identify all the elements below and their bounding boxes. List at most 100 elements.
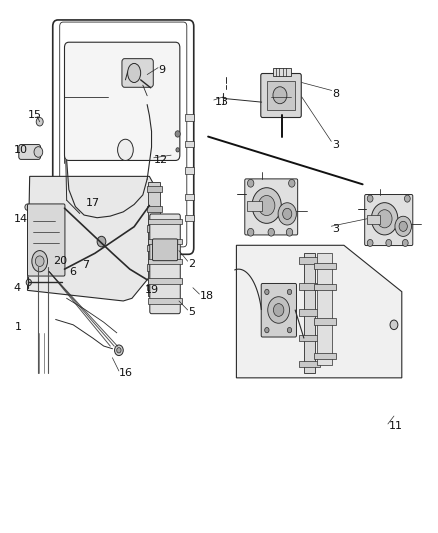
Ellipse shape <box>273 304 284 317</box>
Ellipse shape <box>25 204 30 211</box>
Ellipse shape <box>258 196 275 215</box>
Polygon shape <box>28 176 158 301</box>
Ellipse shape <box>367 239 373 246</box>
Ellipse shape <box>247 228 254 236</box>
Ellipse shape <box>283 208 292 220</box>
Ellipse shape <box>115 345 123 356</box>
FancyBboxPatch shape <box>261 284 297 337</box>
Bar <box>147 206 162 212</box>
Bar <box>148 278 182 284</box>
Ellipse shape <box>278 203 297 225</box>
Ellipse shape <box>403 239 408 246</box>
FancyBboxPatch shape <box>64 42 180 160</box>
Ellipse shape <box>176 148 180 152</box>
Ellipse shape <box>26 279 32 286</box>
Bar <box>299 309 320 316</box>
Text: 10: 10 <box>14 145 28 155</box>
Ellipse shape <box>35 256 44 266</box>
Bar <box>148 298 182 304</box>
Text: 3: 3 <box>332 140 339 150</box>
Bar <box>185 141 194 147</box>
Bar <box>273 68 291 76</box>
FancyBboxPatch shape <box>245 179 298 235</box>
Bar <box>299 361 320 367</box>
Text: 6: 6 <box>69 267 76 277</box>
Ellipse shape <box>289 180 295 187</box>
Text: 17: 17 <box>86 198 100 208</box>
Bar <box>185 167 194 174</box>
Polygon shape <box>237 245 402 378</box>
Text: 19: 19 <box>145 285 159 295</box>
Bar <box>314 318 336 325</box>
Ellipse shape <box>377 209 392 228</box>
Text: 16: 16 <box>119 368 133 377</box>
Bar <box>367 215 381 224</box>
Bar <box>299 284 320 290</box>
Bar <box>147 264 162 271</box>
Bar <box>304 253 315 373</box>
Ellipse shape <box>127 63 141 83</box>
Bar <box>314 353 336 359</box>
Ellipse shape <box>404 195 410 202</box>
Bar <box>148 182 160 296</box>
Text: 15: 15 <box>28 110 42 120</box>
Ellipse shape <box>117 348 121 353</box>
Bar <box>247 201 262 211</box>
Ellipse shape <box>36 117 43 126</box>
Ellipse shape <box>399 221 407 231</box>
Ellipse shape <box>287 327 292 333</box>
Ellipse shape <box>252 188 281 223</box>
FancyBboxPatch shape <box>150 214 180 314</box>
Bar <box>267 81 295 110</box>
Text: 8: 8 <box>332 88 339 99</box>
Text: 13: 13 <box>215 97 229 107</box>
Text: 2: 2 <box>188 259 196 269</box>
Ellipse shape <box>273 87 287 104</box>
Text: 7: 7 <box>82 260 89 270</box>
Ellipse shape <box>287 289 292 295</box>
Ellipse shape <box>34 147 43 157</box>
Bar <box>147 245 162 251</box>
FancyBboxPatch shape <box>19 144 41 159</box>
Bar <box>147 284 162 290</box>
Ellipse shape <box>97 236 106 247</box>
Ellipse shape <box>268 297 290 323</box>
FancyBboxPatch shape <box>152 239 178 261</box>
Ellipse shape <box>265 327 269 333</box>
FancyBboxPatch shape <box>261 74 301 117</box>
Bar <box>185 194 194 200</box>
Text: 3: 3 <box>332 224 339 235</box>
Ellipse shape <box>371 203 398 235</box>
Ellipse shape <box>247 180 254 187</box>
Text: 5: 5 <box>188 306 195 317</box>
Ellipse shape <box>286 228 293 236</box>
Ellipse shape <box>390 320 398 329</box>
Ellipse shape <box>367 195 373 202</box>
Text: 11: 11 <box>389 421 403 431</box>
Bar <box>147 186 162 192</box>
Bar <box>148 259 182 264</box>
Ellipse shape <box>117 139 133 160</box>
Ellipse shape <box>265 289 269 295</box>
Bar <box>148 219 182 224</box>
Bar <box>185 114 194 120</box>
Bar <box>147 225 162 231</box>
Bar <box>299 335 320 342</box>
Bar <box>299 257 320 264</box>
Bar <box>314 263 336 269</box>
Bar <box>317 253 332 365</box>
Text: 1: 1 <box>14 322 21 333</box>
Text: 14: 14 <box>14 214 28 224</box>
Text: 20: 20 <box>53 256 67 266</box>
Bar <box>148 239 182 244</box>
Ellipse shape <box>32 251 47 272</box>
FancyBboxPatch shape <box>365 195 413 246</box>
FancyBboxPatch shape <box>122 59 153 87</box>
Ellipse shape <box>175 131 180 137</box>
Text: 18: 18 <box>199 290 214 301</box>
Ellipse shape <box>395 216 411 237</box>
Ellipse shape <box>268 228 275 236</box>
Bar <box>314 284 336 290</box>
Text: 4: 4 <box>14 282 21 293</box>
Text: 12: 12 <box>154 156 168 165</box>
